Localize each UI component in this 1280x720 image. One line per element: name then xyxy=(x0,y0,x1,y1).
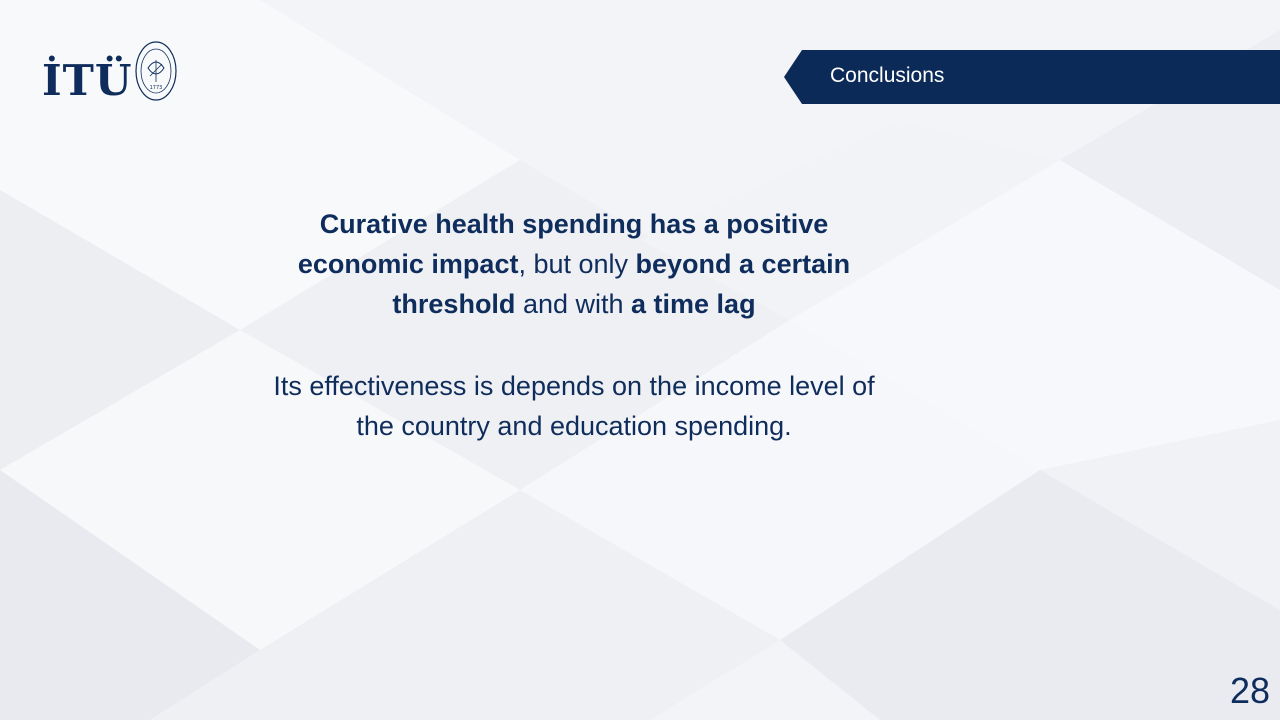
logo-wordmark: İTÜ xyxy=(42,56,133,105)
effectiveness-statement: Its effectiveness is depends on the inco… xyxy=(273,371,875,441)
section-tab-shape xyxy=(784,50,1280,104)
section-title: Conclusions xyxy=(830,64,945,87)
section-header-tab: Conclusions xyxy=(784,50,1280,104)
emphasis-text-3: a time lag xyxy=(631,289,756,319)
seal-year: 1773 xyxy=(150,85,163,91)
body-text-2: and with xyxy=(515,289,632,319)
conclusion-statement: Curative health spending has a positive … xyxy=(262,204,886,324)
emphasis-text-1: Curative health spending has a positive … xyxy=(297,209,829,279)
university-logo: İTÜ 1773 xyxy=(42,38,182,118)
emphasis-text-2: beyond a certain threshold xyxy=(392,249,851,319)
page-number: 28 xyxy=(1229,670,1270,711)
university-seal-icon: 1773 xyxy=(135,41,177,101)
body-text-1: , but only xyxy=(518,249,636,279)
slide-body: Curative health spending has a positive … xyxy=(262,204,886,446)
